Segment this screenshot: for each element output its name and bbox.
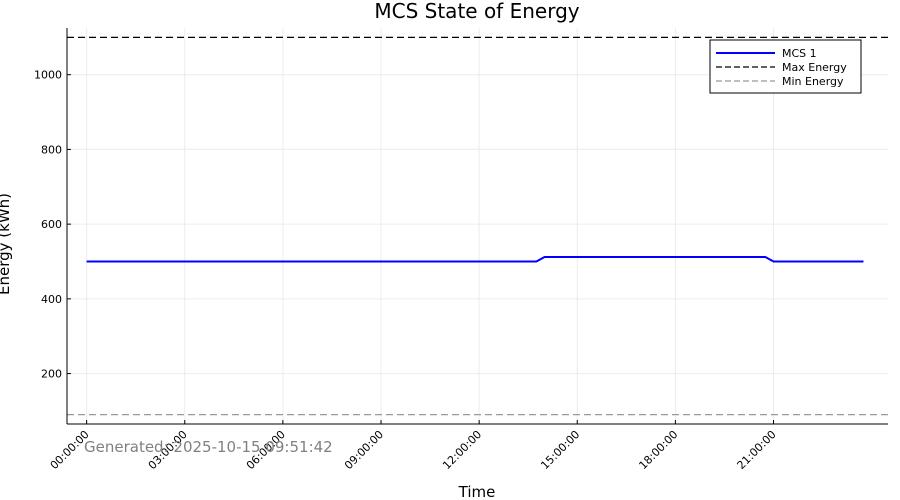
y-tick-label-2: 600 — [41, 218, 62, 231]
x-tick-label-3: 09:00:00 — [342, 428, 386, 472]
y-tick-label-4: 1000 — [34, 69, 62, 82]
series-line-mcs-1 — [86, 256, 864, 263]
x-axis-title: Time — [458, 483, 496, 500]
y-tick-label-3: 800 — [41, 143, 62, 156]
x-tick-label-7: 21:00:00 — [735, 428, 779, 472]
y-axis-title: Energy (kWh) — [0, 193, 13, 295]
legend-label-1: Max Energy — [782, 61, 847, 74]
x-tick-label-4: 12:00:00 — [440, 428, 484, 472]
reference-lines — [67, 36, 888, 416]
generated-timestamp: Generated: 2025-10-15 09:51:42 — [84, 438, 333, 456]
y-tick-label-1: 400 — [41, 293, 62, 306]
legend-label-0: MCS 1 — [782, 47, 817, 60]
legend-label-2: Min Energy — [782, 75, 844, 88]
axes — [66, 28, 888, 425]
x-tick-label-5: 15:00:00 — [538, 428, 582, 472]
series-lines — [86, 256, 864, 263]
chart-title: MCS State of Energy — [374, 0, 579, 23]
y-tick-label-0: 200 — [41, 368, 62, 381]
x-tick-label-6: 18:00:00 — [636, 428, 680, 472]
